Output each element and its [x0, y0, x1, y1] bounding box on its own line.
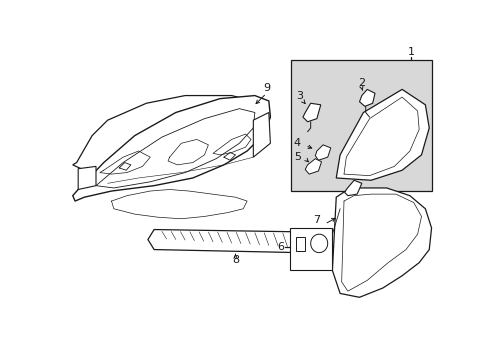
Polygon shape — [315, 145, 330, 160]
Text: 8: 8 — [231, 255, 239, 265]
Polygon shape — [359, 89, 374, 106]
Polygon shape — [344, 180, 361, 195]
Polygon shape — [302, 103, 320, 122]
Polygon shape — [305, 159, 321, 174]
Text: 9: 9 — [263, 83, 269, 93]
Text: 6: 6 — [276, 242, 284, 252]
Polygon shape — [310, 234, 327, 253]
Text: 7: 7 — [313, 215, 320, 225]
Text: 4: 4 — [293, 138, 301, 148]
Text: 1: 1 — [407, 48, 414, 58]
Polygon shape — [148, 230, 305, 253]
Polygon shape — [295, 237, 305, 251]
Polygon shape — [78, 166, 96, 189]
Text: 2: 2 — [358, 78, 365, 88]
Polygon shape — [336, 89, 428, 180]
Polygon shape — [332, 188, 431, 297]
Text: 5: 5 — [293, 152, 301, 162]
Polygon shape — [73, 95, 270, 178]
Polygon shape — [73, 95, 270, 201]
Bar — [289, 228, 332, 270]
Bar — [291, 60, 431, 191]
Polygon shape — [253, 112, 270, 157]
Text: 3: 3 — [296, 91, 303, 100]
